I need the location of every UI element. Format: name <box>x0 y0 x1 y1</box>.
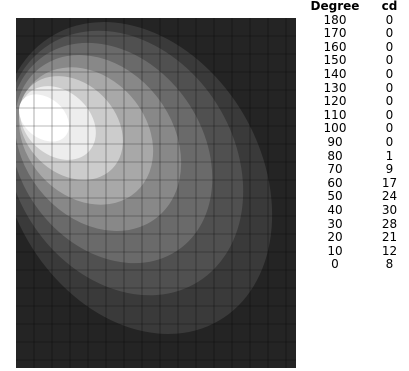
degree-cell: 10 <box>327 243 343 258</box>
cd-cell: 0 <box>385 94 394 109</box>
degree-cell: 130 <box>323 80 347 95</box>
cd-cell: 12 <box>381 243 398 258</box>
light-distribution-image <box>16 18 296 368</box>
degree-cell: 170 <box>323 26 347 41</box>
cd-cell: 0 <box>385 66 394 81</box>
table-row: 30 28 <box>300 216 409 232</box>
cd-cell: 0 <box>385 53 394 68</box>
cd-cell: 24 <box>381 189 398 204</box>
table-row: 40 30 <box>300 202 409 218</box>
cd-cell: 17 <box>381 175 398 190</box>
degree-cell: 120 <box>323 94 347 109</box>
degree-cell: 150 <box>323 53 347 68</box>
table-row: 70 9 <box>300 163 409 177</box>
table-row: 130 0 <box>300 80 409 96</box>
degree-cell: 100 <box>323 121 347 136</box>
cd-cell: 0 <box>385 12 394 27</box>
degree-column-header: Degree <box>310 0 360 13</box>
intensity-table-body: 180 0 170 0 160 0 150 0 140 0 130 0 120 0 110 0 100 0 90 0 8… <box>300 12 409 272</box>
degree-cell: 70 <box>327 162 343 177</box>
degree-cell: 60 <box>327 175 343 190</box>
intensity-table: Degree cd 180 0 170 0 160 0 150 0 140 0 130 0 120 0 11… <box>300 0 409 371</box>
degree-cell: 20 <box>327 230 343 245</box>
cd-cell: 0 <box>385 39 394 54</box>
cd-cell: 0 <box>385 107 394 122</box>
table-row: 180 0 <box>300 12 409 28</box>
cd-cell: 9 <box>385 162 394 177</box>
cd-cell: 1 <box>385 148 394 163</box>
degree-cell: 90 <box>327 134 343 149</box>
degree-cell: 140 <box>323 66 347 81</box>
cd-cell: 21 <box>381 230 398 245</box>
cd-cell: 0 <box>385 121 394 136</box>
degree-cell: 110 <box>323 107 347 122</box>
degree-cell: 160 <box>323 39 347 54</box>
light-distribution-plot <box>16 18 296 368</box>
table-row: 60 17 <box>300 175 409 191</box>
table-row: 10 12 <box>300 243 409 259</box>
degree-cell: 80 <box>327 148 343 163</box>
degree-cell: 30 <box>327 216 343 231</box>
degree-cell: 50 <box>327 189 343 204</box>
cd-cell: 0 <box>385 80 394 95</box>
cd-cell: 8 <box>385 257 394 272</box>
table-row: 160 0 <box>300 39 409 55</box>
table-row: 100 0 <box>300 122 409 136</box>
table-row: 110 0 <box>300 107 409 123</box>
degree-cell: 40 <box>327 202 343 217</box>
degree-cell: 0 <box>331 257 339 272</box>
table-row: 140 0 <box>300 66 409 82</box>
table-row: 80 1 <box>300 148 409 164</box>
table-row: 170 0 <box>300 27 409 41</box>
cd-cell: 0 <box>385 134 394 149</box>
table-row: 20 21 <box>300 230 409 245</box>
table-row: 50 24 <box>300 190 409 204</box>
cd-cell: 0 <box>385 26 394 41</box>
intensity-table-header: Degree cd <box>300 0 409 14</box>
cd-column-header: cd <box>381 0 398 13</box>
table-row: 150 0 <box>300 54 409 68</box>
table-row: 120 0 <box>300 95 409 109</box>
cd-cell: 28 <box>381 216 398 231</box>
intensity-contour-level-8 <box>18 94 70 142</box>
degree-cell: 180 <box>323 12 347 27</box>
cd-cell: 30 <box>381 202 398 217</box>
table-row: 90 0 <box>300 134 409 150</box>
